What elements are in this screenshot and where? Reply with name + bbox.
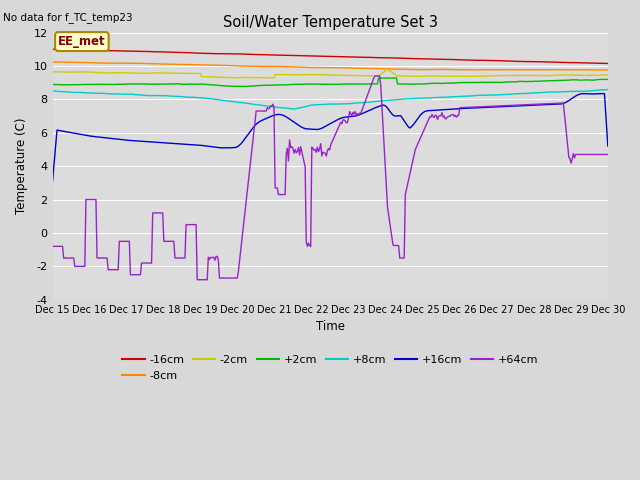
-8cm bbox=[49, 59, 56, 65]
-2cm bbox=[350, 72, 358, 78]
-16cm bbox=[312, 53, 320, 59]
-16cm bbox=[379, 55, 387, 60]
+64cm bbox=[350, 111, 358, 117]
+2cm bbox=[317, 82, 324, 87]
-16cm bbox=[604, 60, 612, 66]
Line: +64cm: +64cm bbox=[52, 76, 608, 280]
+64cm bbox=[49, 243, 56, 249]
+64cm bbox=[381, 164, 389, 169]
+2cm bbox=[350, 81, 358, 87]
+2cm bbox=[392, 75, 400, 81]
Line: +2cm: +2cm bbox=[52, 78, 608, 86]
+8cm bbox=[604, 87, 612, 93]
Line: +8cm: +8cm bbox=[52, 90, 608, 109]
-8cm bbox=[316, 65, 323, 71]
-8cm bbox=[379, 66, 387, 72]
Line: +16cm: +16cm bbox=[52, 94, 608, 181]
Line: -16cm: -16cm bbox=[52, 49, 608, 63]
-2cm bbox=[383, 66, 391, 72]
+8cm bbox=[592, 87, 600, 93]
-2cm bbox=[314, 72, 321, 78]
Line: -8cm: -8cm bbox=[52, 62, 608, 70]
+64cm bbox=[604, 152, 612, 157]
+64cm bbox=[593, 152, 600, 157]
+8cm bbox=[314, 102, 321, 108]
+64cm bbox=[317, 141, 324, 146]
+16cm bbox=[604, 143, 612, 149]
+2cm bbox=[604, 76, 612, 82]
+16cm bbox=[349, 113, 357, 119]
+8cm bbox=[505, 91, 513, 97]
+2cm bbox=[380, 75, 388, 81]
+2cm bbox=[314, 81, 321, 87]
Text: EE_met: EE_met bbox=[58, 35, 106, 48]
+64cm bbox=[371, 73, 379, 79]
+8cm bbox=[290, 106, 298, 112]
-16cm bbox=[591, 60, 598, 66]
-16cm bbox=[49, 47, 56, 52]
-8cm bbox=[504, 67, 511, 72]
+16cm bbox=[591, 91, 598, 97]
Legend: -16cm, -8cm, -2cm, +2cm, +8cm, +16cm, +64cm: -16cm, -8cm, -2cm, +2cm, +8cm, +16cm, +6… bbox=[118, 351, 542, 385]
+16cm bbox=[598, 91, 606, 96]
+8cm bbox=[317, 102, 324, 108]
-2cm bbox=[380, 69, 388, 74]
X-axis label: Time: Time bbox=[316, 320, 345, 333]
Title: Soil/Water Temperature Set 3: Soil/Water Temperature Set 3 bbox=[223, 15, 438, 30]
+64cm bbox=[193, 277, 201, 283]
+2cm bbox=[593, 77, 600, 83]
-2cm bbox=[604, 72, 612, 78]
+2cm bbox=[49, 82, 56, 87]
+8cm bbox=[350, 100, 358, 106]
+8cm bbox=[380, 98, 388, 104]
-2cm bbox=[49, 69, 56, 74]
-16cm bbox=[349, 54, 357, 60]
+2cm bbox=[240, 84, 248, 89]
+16cm bbox=[379, 102, 387, 108]
-8cm bbox=[349, 65, 357, 71]
Line: -2cm: -2cm bbox=[52, 69, 608, 78]
+64cm bbox=[314, 144, 321, 150]
-8cm bbox=[591, 67, 598, 73]
-8cm bbox=[312, 65, 320, 71]
+8cm bbox=[49, 88, 56, 94]
-8cm bbox=[604, 67, 612, 73]
+16cm bbox=[316, 126, 323, 132]
+16cm bbox=[312, 127, 320, 132]
+16cm bbox=[49, 179, 56, 184]
-16cm bbox=[504, 58, 511, 64]
-2cm bbox=[506, 72, 514, 78]
Y-axis label: Temperature (C): Temperature (C) bbox=[15, 118, 28, 215]
-2cm bbox=[264, 75, 272, 81]
+2cm bbox=[506, 79, 514, 85]
Text: No data for f_TC_temp23: No data for f_TC_temp23 bbox=[3, 12, 133, 23]
-16cm bbox=[316, 53, 323, 59]
+16cm bbox=[504, 104, 511, 109]
-2cm bbox=[593, 72, 600, 78]
+64cm bbox=[506, 103, 514, 108]
-2cm bbox=[317, 72, 324, 78]
